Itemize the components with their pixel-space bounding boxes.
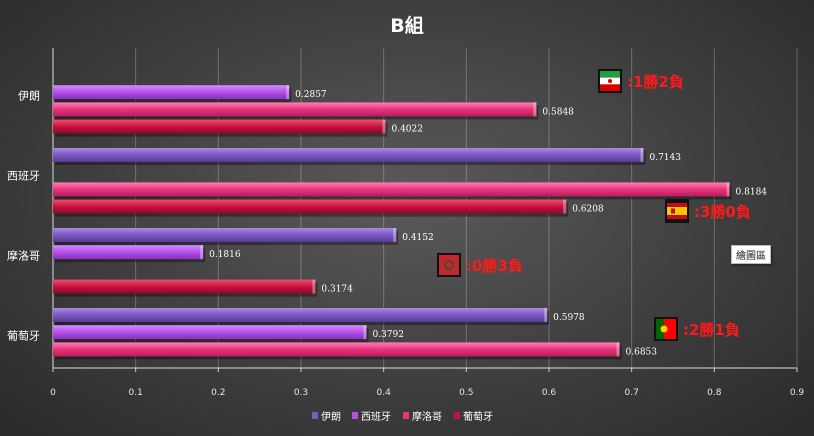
data-label: 0.4022 bbox=[391, 125, 423, 135]
bar bbox=[53, 199, 567, 214]
record-annotation: :1勝2負 bbox=[627, 73, 684, 91]
bar bbox=[53, 102, 537, 117]
category-label: 西班牙 bbox=[7, 169, 40, 182]
x-tick-label: 0.5 bbox=[459, 388, 473, 398]
bar bbox=[53, 245, 204, 260]
flag-emblem bbox=[671, 208, 675, 214]
legend-swatch bbox=[312, 412, 318, 419]
bar bbox=[53, 279, 316, 294]
bar bbox=[53, 342, 620, 357]
bar bbox=[53, 325, 367, 340]
flag-stripe bbox=[600, 71, 620, 78]
bars bbox=[53, 85, 732, 360]
x-tick-label: 0.4 bbox=[377, 388, 392, 398]
flag-emblem bbox=[444, 260, 454, 270]
data-label: 0.6208 bbox=[572, 205, 604, 215]
bar-end-cap bbox=[286, 85, 290, 100]
x-tick-label: 0.1 bbox=[129, 388, 143, 398]
flag-emblem bbox=[608, 79, 612, 83]
flag-field bbox=[439, 255, 459, 275]
bar-end-cap bbox=[726, 182, 730, 197]
annotations: :1勝2負 :3勝0負 :0勝3負 :2勝1負 bbox=[437, 69, 751, 341]
bar-end-cap bbox=[544, 308, 548, 322]
flag-stripe bbox=[656, 319, 664, 339]
x-tick-label: 0.8 bbox=[707, 388, 722, 398]
legend-swatch bbox=[352, 412, 358, 419]
legend-label: 摩洛哥 bbox=[412, 410, 442, 423]
data-label: 0.8184 bbox=[736, 187, 768, 197]
bar-end-cap bbox=[563, 199, 567, 214]
category-label: 伊朗 bbox=[18, 89, 40, 102]
flag-stripe bbox=[600, 84, 620, 91]
legend-label: 伊朗 bbox=[321, 411, 341, 423]
x-tick-label: 0.6 bbox=[542, 388, 557, 398]
record-annotation: :2勝1負 bbox=[683, 321, 740, 339]
bar-end-cap bbox=[640, 148, 644, 162]
record-annotation: :3勝0負 bbox=[694, 203, 751, 221]
iran-flag-icon bbox=[598, 69, 622, 93]
plot-area-label: 繪圖區 bbox=[731, 245, 771, 264]
data-label: 0.2857 bbox=[295, 90, 327, 100]
data-labels: 0.2857 0.5848 0.4022 0.7143 0.8184 0.6208 0.41… bbox=[209, 90, 767, 357]
x-tick-label: 0.3 bbox=[294, 388, 308, 398]
data-label: 0.4152 bbox=[402, 233, 434, 243]
flag-emblem bbox=[660, 325, 668, 333]
flag-stripe bbox=[667, 207, 687, 215]
data-label: 0.3174 bbox=[321, 285, 353, 295]
bar-end-cap bbox=[533, 102, 537, 117]
bar-end-cap bbox=[393, 228, 397, 242]
category-label: 摩洛哥 bbox=[7, 248, 40, 262]
portugal-flag-icon bbox=[654, 317, 678, 341]
x-tick-labels: 0 0.1 0.2 0.3 0.4 0.5 0.6 0.7 0.8 0.9 bbox=[50, 388, 804, 398]
x-tick-label: 0.9 bbox=[790, 388, 805, 398]
bar-end-cap bbox=[312, 279, 316, 294]
bar bbox=[53, 228, 397, 242]
legend-swatch bbox=[403, 412, 409, 419]
x-tick-label: 0.2 bbox=[211, 388, 225, 398]
x-tick-label: 0 bbox=[50, 388, 56, 398]
bar-end-cap bbox=[200, 245, 204, 260]
legend-label: 葡萄牙 bbox=[463, 410, 493, 423]
spain-flag-icon bbox=[665, 199, 689, 223]
bar bbox=[53, 308, 548, 322]
data-label: 0.3792 bbox=[372, 330, 404, 340]
bar-end-cap bbox=[382, 119, 386, 134]
bar bbox=[53, 119, 386, 134]
data-label: 0.5848 bbox=[542, 107, 574, 117]
chart-title: B組 bbox=[390, 14, 423, 37]
record-annotation: :0勝3負 bbox=[466, 257, 523, 275]
legend-label: 西班牙 bbox=[361, 411, 391, 423]
bar bbox=[53, 85, 290, 100]
x-tick-label: 0.7 bbox=[625, 388, 639, 398]
legend: 伊朗 西班牙 摩洛哥 葡萄牙 bbox=[312, 410, 493, 423]
data-label: 0.1816 bbox=[209, 250, 241, 260]
category-label: 葡萄牙 bbox=[7, 329, 40, 342]
bar-end-cap bbox=[363, 325, 367, 340]
bar-end-cap bbox=[616, 342, 620, 357]
data-label: 0.7143 bbox=[649, 153, 681, 163]
data-label: 0.5978 bbox=[553, 313, 585, 323]
legend-swatch bbox=[454, 412, 460, 419]
bar bbox=[53, 182, 730, 197]
bar bbox=[53, 148, 644, 162]
morocco-flag-icon bbox=[437, 253, 461, 277]
data-label: 0.6853 bbox=[626, 347, 658, 357]
